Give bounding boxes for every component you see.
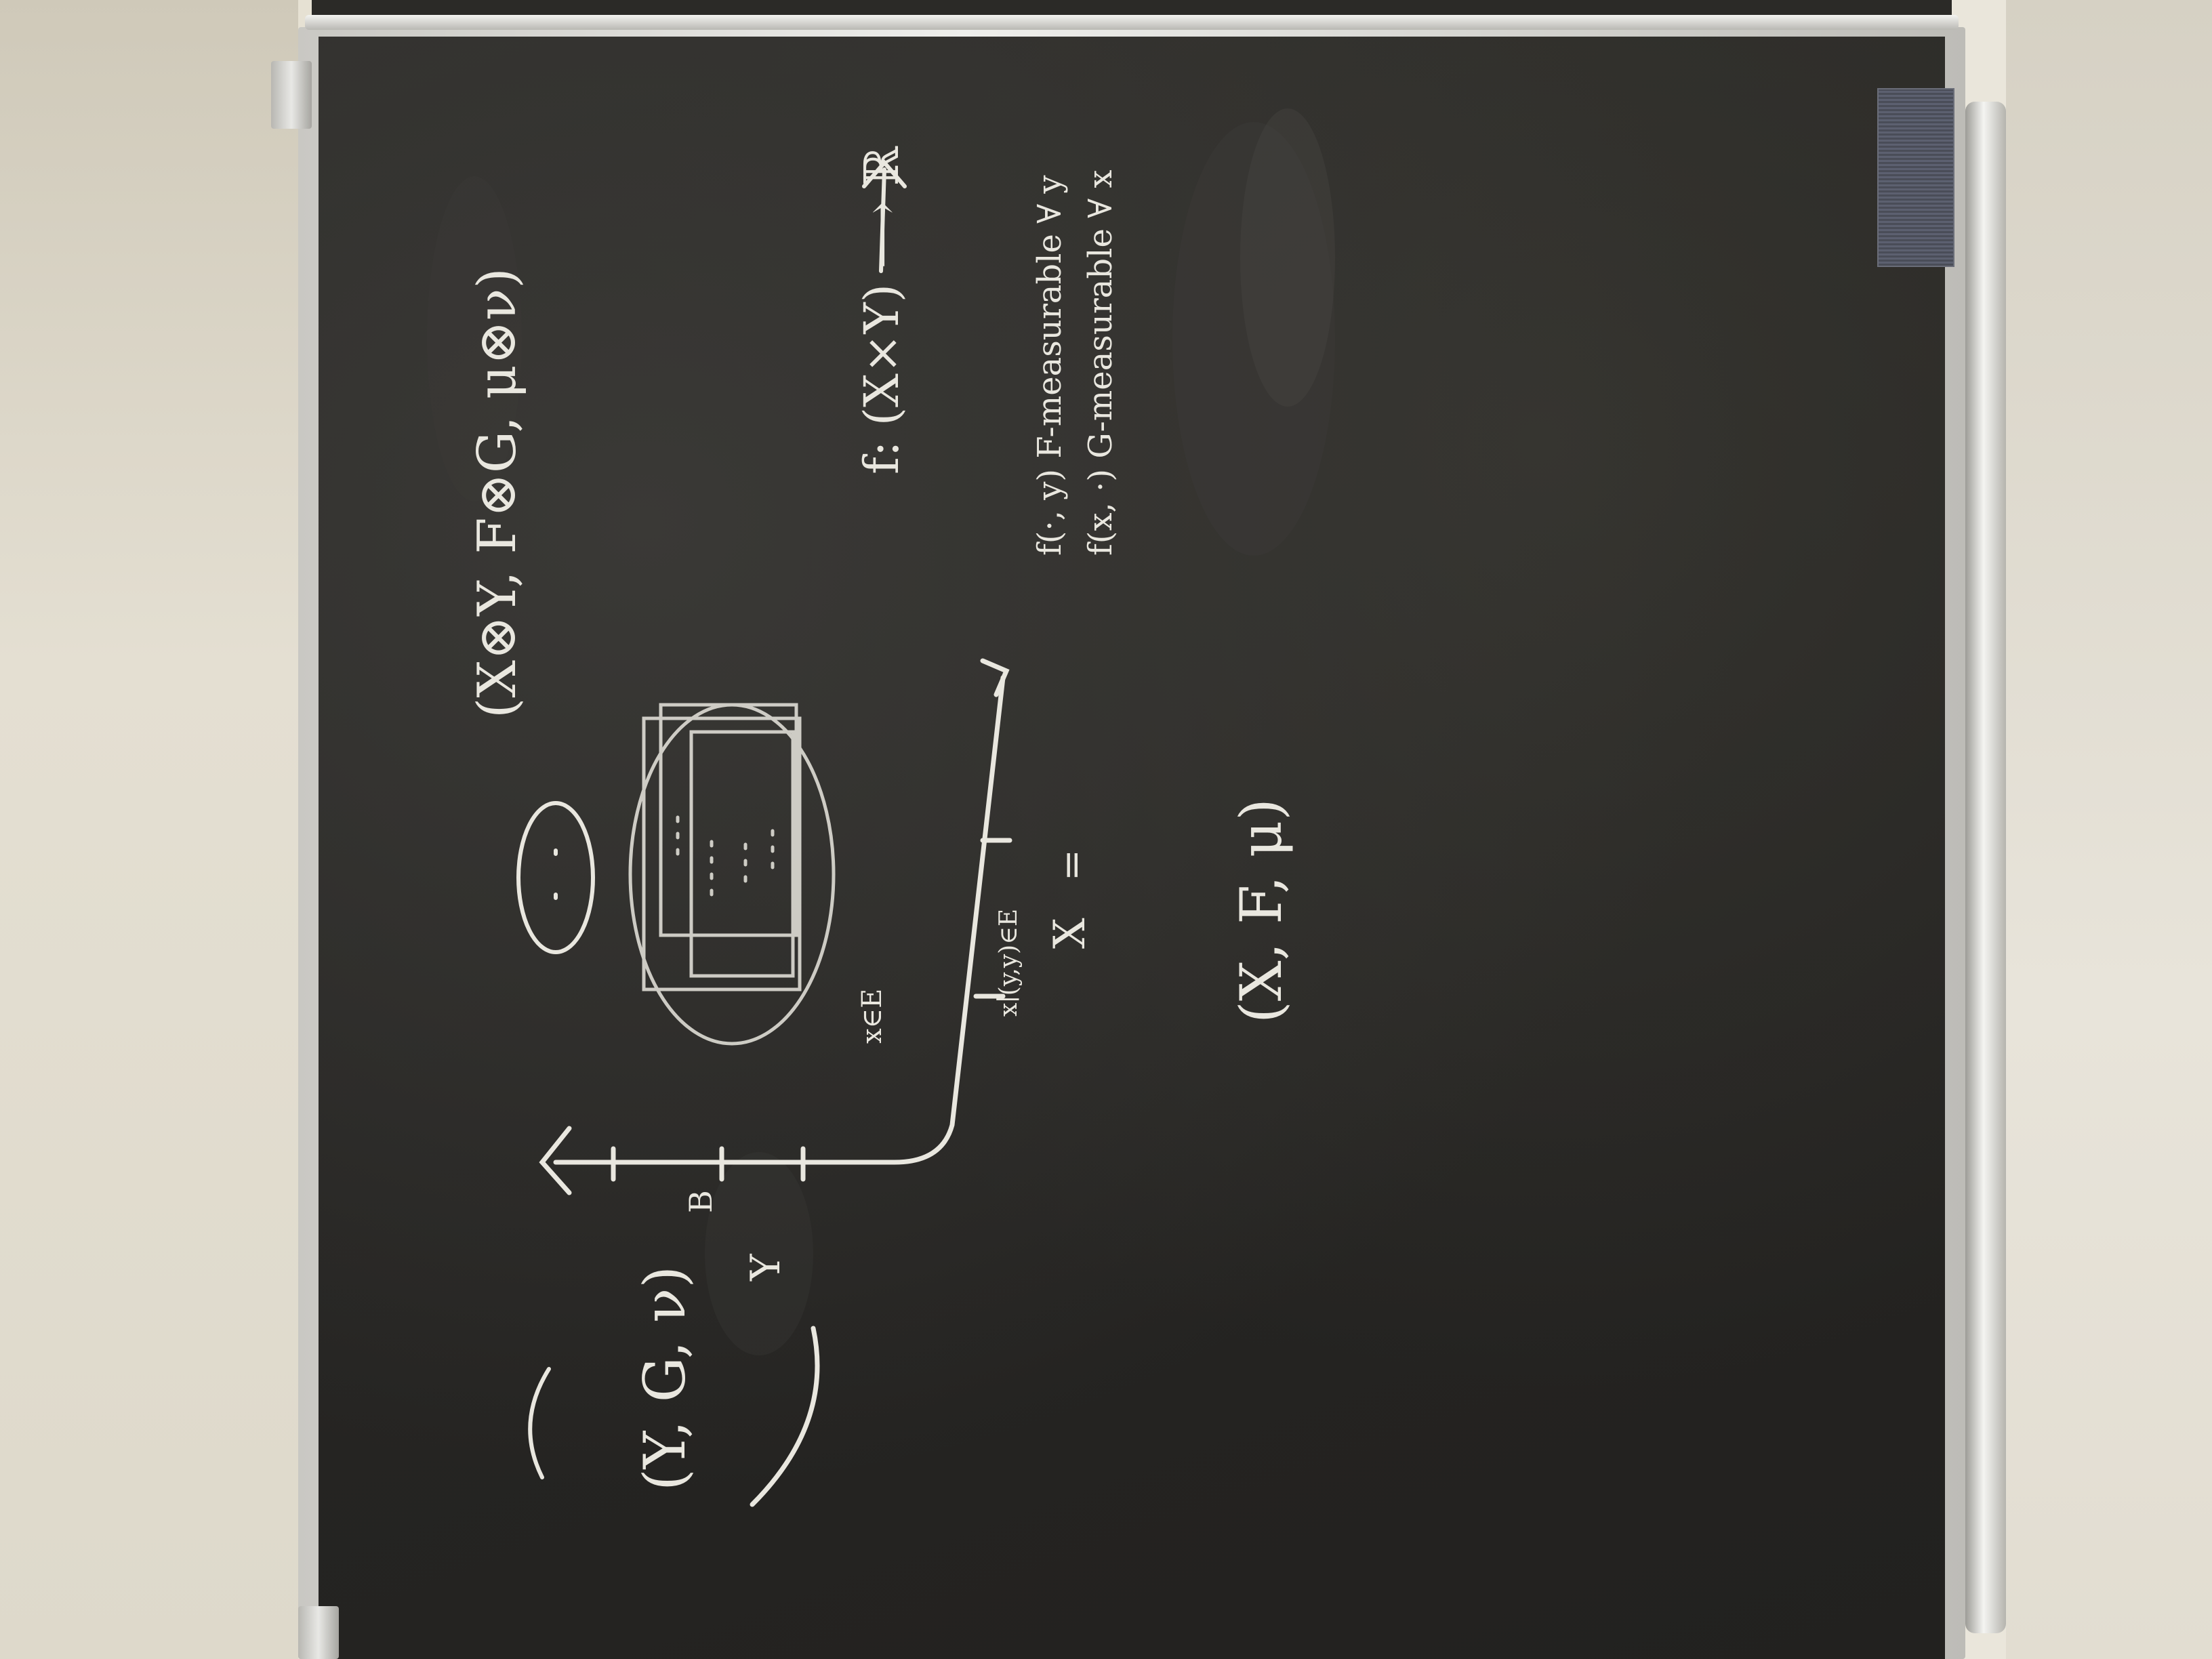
section-dashes — [676, 811, 775, 897]
section-x-text: f(x, ·) G-measurable ∀ x — [1082, 170, 1120, 556]
section-y-text: f(·, y) F-measurable ∀ y — [1031, 176, 1069, 556]
tuple-arc — [750, 1326, 820, 1507]
axis-mark-b-text: B — [682, 1190, 719, 1213]
small-set-oval — [516, 801, 595, 954]
vertical-axis — [553, 675, 1006, 1165]
wall-bracket-bottom — [298, 1606, 339, 1659]
eraser-smudges — [427, 108, 1335, 1355]
wall-right — [2006, 0, 2212, 1659]
mapping-arrow — [862, 159, 907, 273]
wall-bracket-top — [271, 61, 312, 129]
axis-label-x-text: X — [1045, 918, 1095, 949]
tuple-arc-open — [528, 1367, 551, 1479]
axes-sketch — [539, 658, 1012, 1195]
rectangle-3 — [689, 730, 795, 978]
chalk-tray — [1965, 102, 2006, 1633]
rectangle-1 — [642, 716, 802, 991]
product-space-text: (X⊗Y, F⊗G, μ⊗ν) — [467, 268, 528, 718]
wall-left — [0, 0, 298, 1659]
section-notation-text: x∣(y,y)∈E — [995, 909, 1023, 1017]
axis-arrow-top — [980, 658, 1010, 697]
axis-arrow-left — [539, 1126, 572, 1195]
rectangle-2 — [659, 703, 798, 937]
top-rail — [305, 15, 1959, 30]
equals-text: = — [1050, 849, 1094, 881]
measure-space-2-text: (Y, G, ν) — [632, 1266, 698, 1491]
x-element-text: x∈E — [857, 989, 888, 1044]
manufacturer-label — [1877, 88, 1954, 267]
measure-space-1-text: (X, F, μ) — [1228, 798, 1294, 1023]
product-set-sketch — [628, 703, 836, 1046]
axis-label-y-text: Y — [742, 1253, 790, 1282]
